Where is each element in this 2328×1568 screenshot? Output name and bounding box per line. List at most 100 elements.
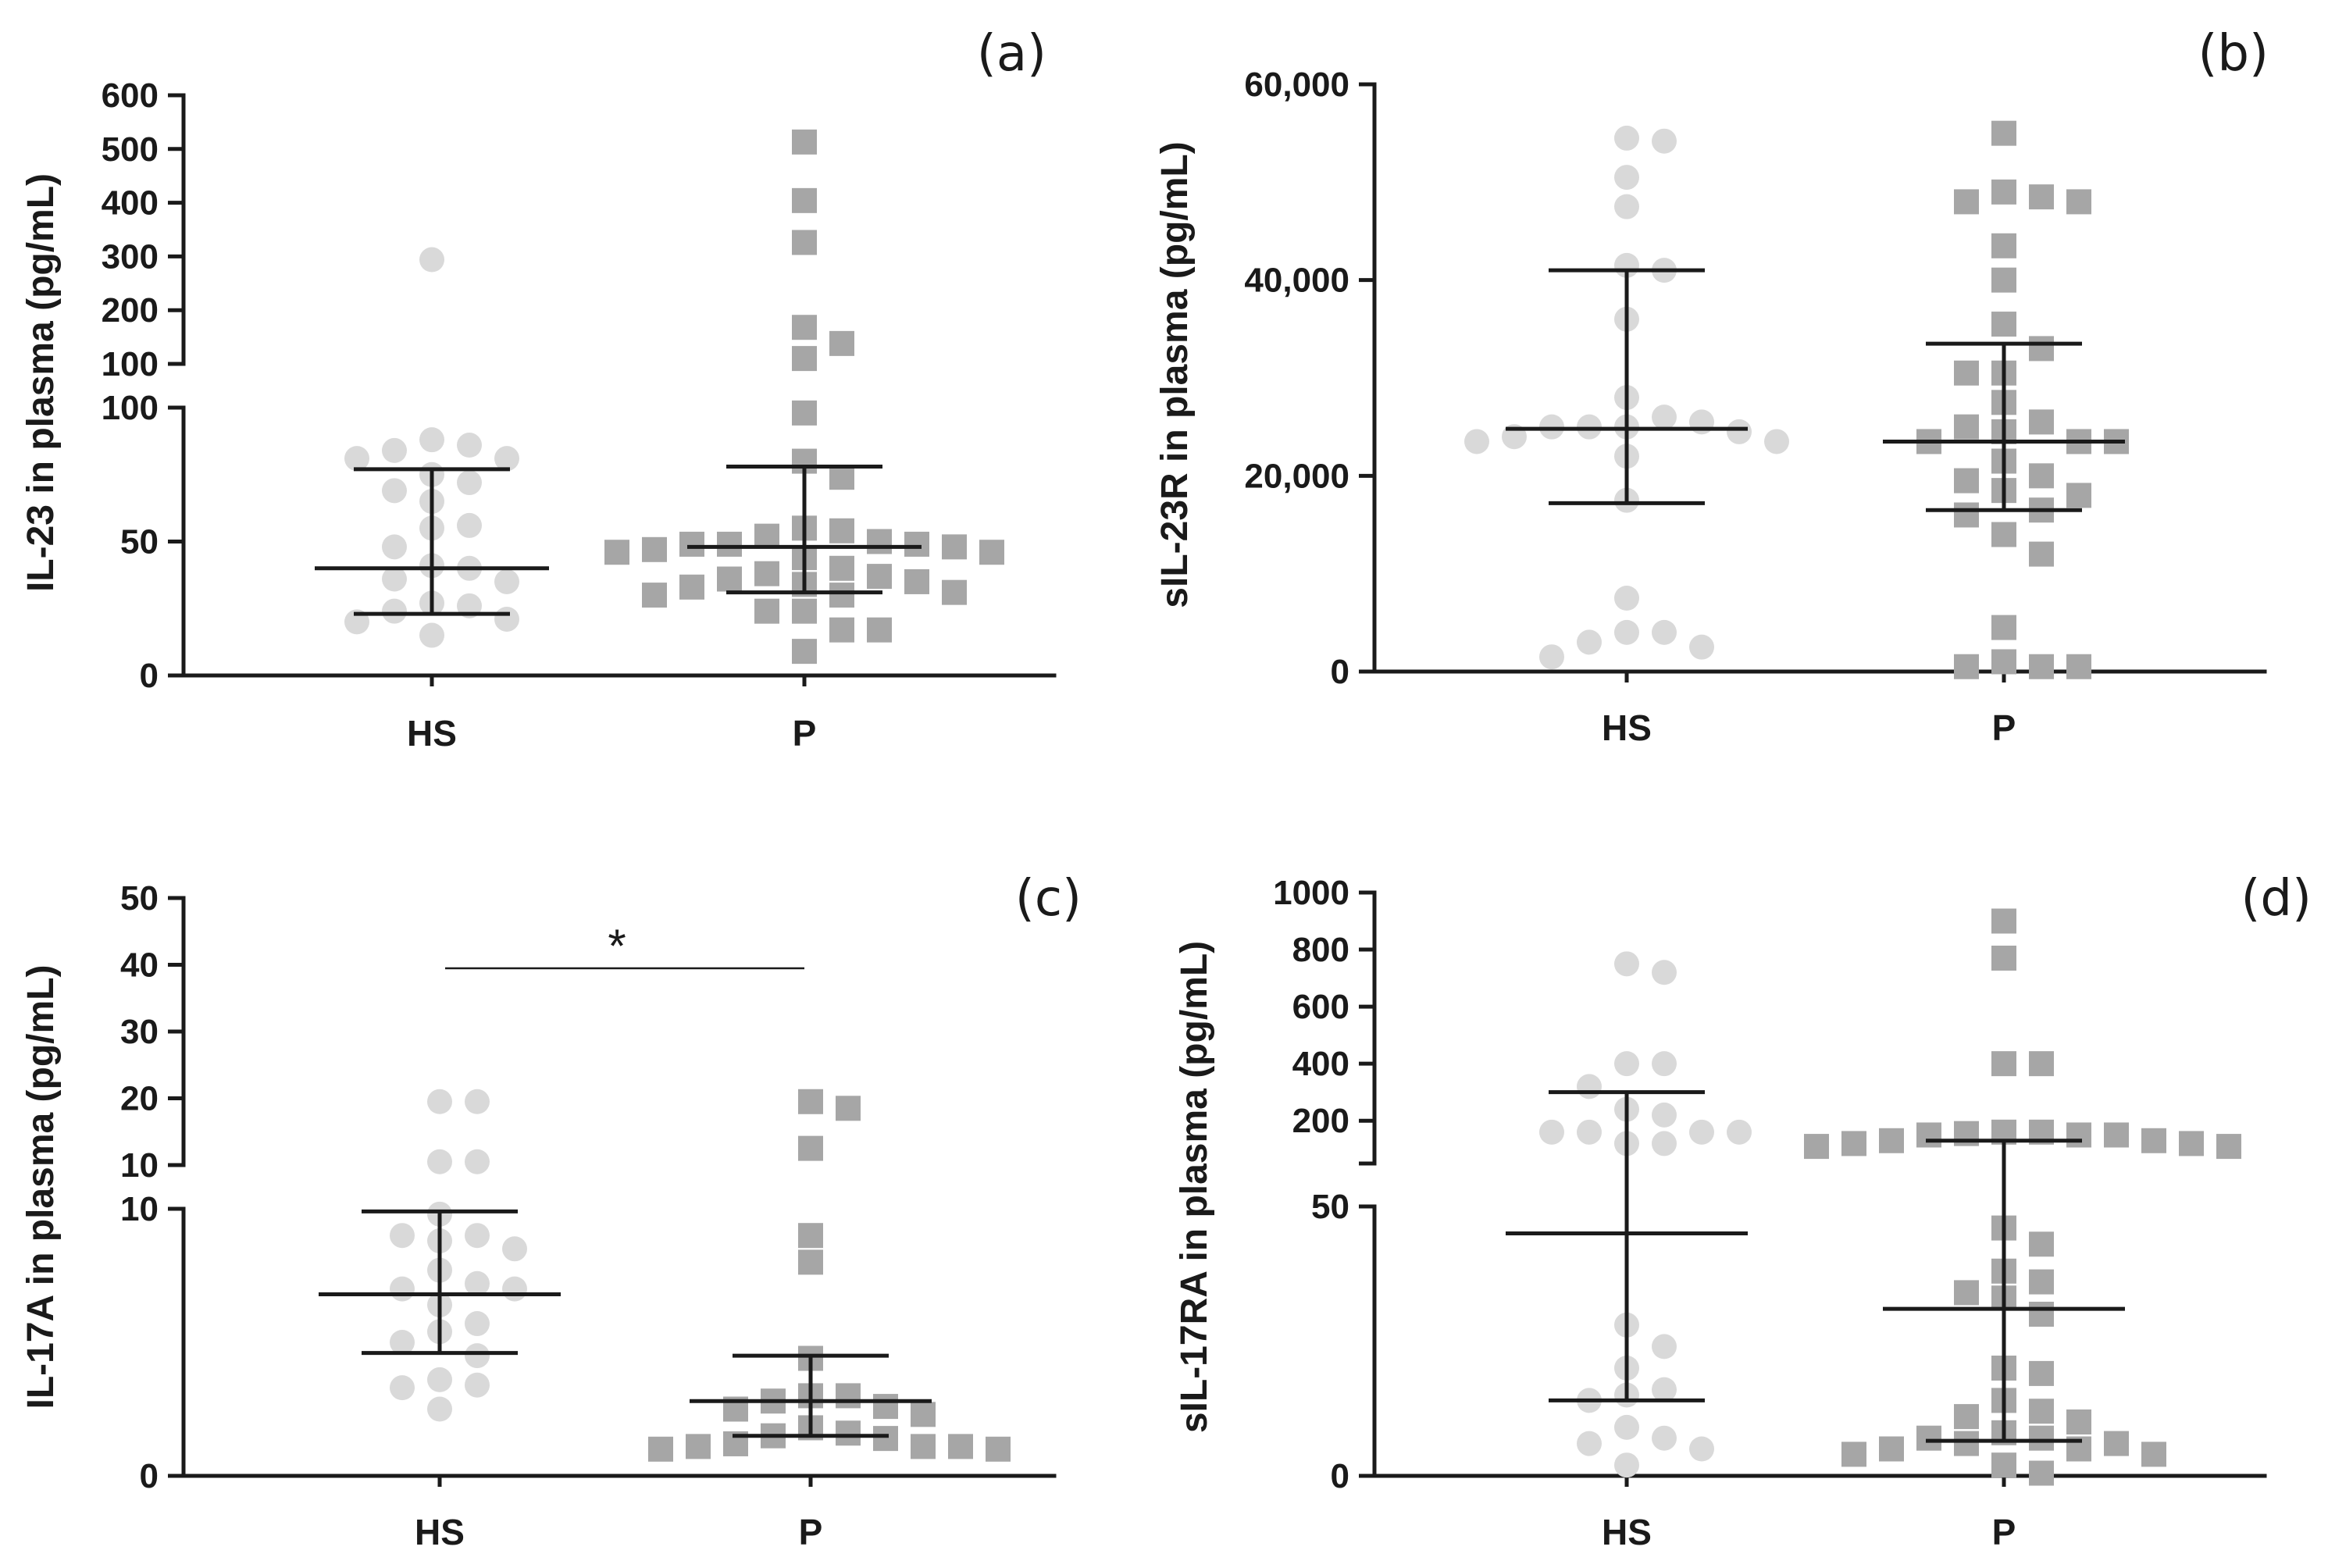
data-point-p	[1954, 468, 1979, 494]
data-point-hs	[1539, 644, 1564, 670]
data-point-p	[798, 1249, 823, 1275]
data-point-p	[2066, 654, 2091, 679]
y-tick-label: 0	[140, 1457, 159, 1495]
data-point-hs	[1727, 419, 1752, 444]
data-point-p	[792, 598, 817, 624]
data-point-p	[792, 230, 817, 255]
data-point-p	[2029, 409, 2054, 435]
y-tick-label: 300	[102, 237, 159, 276]
data-point-p	[2104, 1431, 2129, 1456]
y-tick-label: 0	[1331, 653, 1349, 691]
data-point-p	[792, 315, 817, 340]
data-point-p	[1991, 267, 2016, 293]
data-point-p	[792, 187, 817, 213]
data-point-hs	[1577, 414, 1602, 440]
data-point-hs	[1614, 194, 1639, 219]
data-point-p	[2029, 541, 2054, 567]
y-tick-label: 20	[120, 1080, 159, 1118]
y-tick-label: 30	[120, 1013, 159, 1051]
y-tick-label: 50	[120, 879, 159, 918]
data-point-hs	[457, 433, 482, 458]
data-point-p	[829, 465, 854, 490]
data-point-p	[798, 1089, 823, 1114]
data-point-p	[1954, 502, 1979, 528]
data-point-p	[798, 1135, 823, 1161]
y-tick-label: 10	[120, 1146, 159, 1185]
y-tick-label: 10	[120, 1190, 159, 1228]
data-point-hs	[419, 427, 444, 453]
data-point-p	[1841, 1131, 1866, 1156]
y-tick-label: 60,000	[1244, 66, 1349, 104]
data-point-hs	[1652, 128, 1677, 154]
data-point-p	[679, 531, 704, 557]
data-point-p	[2029, 1302, 2054, 1327]
chart-panel-d: sIL-17RA in plasma (pg/mL) (d) 0 50 200 400…	[1174, 870, 2312, 1552]
y-tick-label: 1000	[1273, 874, 1349, 912]
data-point-p	[1991, 179, 2016, 205]
data-point-p	[1954, 1431, 1979, 1456]
data-point-p	[2029, 1269, 2054, 1295]
x-tick-label-hs: HS	[1602, 707, 1652, 748]
data-point-hs	[1652, 1051, 1677, 1077]
data-point-p	[1954, 360, 1979, 386]
data-point-p	[1991, 908, 2016, 934]
data-point-p	[2066, 1122, 2091, 1148]
data-point-hs	[390, 1276, 415, 1302]
data-point-hs	[419, 622, 444, 648]
data-point-hs	[502, 1236, 527, 1262]
data-point-p	[2029, 336, 2054, 362]
data-point-hs	[494, 606, 519, 632]
data-point-p	[792, 639, 817, 665]
y-axis-label: sIL-23R in plasma (pg/mL)	[1154, 141, 1196, 608]
data-point-p	[1991, 233, 2016, 258]
data-point-p	[1841, 1441, 1866, 1467]
data-point-p	[2029, 463, 2054, 489]
data-point-p	[754, 561, 779, 586]
x-tick-label-p: P	[1992, 707, 2016, 748]
data-point-p	[904, 568, 929, 594]
data-point-hs	[390, 1223, 415, 1249]
data-point-p	[2029, 1051, 2054, 1077]
data-point-p	[1916, 1122, 1941, 1148]
data-point-p	[2104, 1122, 2129, 1148]
data-point-hs	[382, 566, 407, 592]
data-point-hs	[465, 1149, 490, 1174]
data-point-p	[873, 1426, 898, 1452]
data-point-p	[1954, 189, 1979, 215]
data-point-p	[829, 330, 854, 356]
data-point-hs	[427, 1367, 452, 1392]
y-tick-label: 50	[120, 523, 159, 561]
panel-label: (c)	[1015, 870, 1082, 928]
panel-label: (d)	[2241, 870, 2312, 928]
data-point-p	[2029, 1231, 2054, 1257]
data-point-hs	[1539, 1119, 1564, 1145]
data-point-hs	[344, 446, 369, 472]
data-point-hs	[382, 478, 407, 504]
data-point-p	[1991, 615, 2016, 640]
data-point-hs	[1689, 1119, 1714, 1145]
data-point-hs	[465, 1372, 490, 1398]
data-point-p	[867, 564, 892, 590]
data-point-p	[2066, 1409, 2091, 1434]
data-point-hs	[1652, 1131, 1677, 1156]
data-point-hs	[427, 1396, 452, 1422]
data-point-p	[1991, 1051, 2016, 1077]
data-point-p	[754, 523, 779, 549]
y-tick-label: 600	[102, 77, 159, 115]
data-point-hs	[1539, 414, 1564, 440]
y-tick-label: 100	[102, 345, 159, 383]
data-point-p	[792, 346, 817, 372]
y-tick-label: 400	[102, 184, 159, 223]
data-point-p	[1954, 654, 1979, 679]
data-point-hs	[465, 1223, 490, 1249]
data-point-p	[1991, 120, 2016, 146]
data-point-hs	[382, 534, 407, 560]
data-point-hs	[1577, 629, 1602, 655]
data-point-hs	[1689, 634, 1714, 660]
y-tick-label: 200	[102, 291, 159, 330]
data-point-hs	[419, 247, 444, 273]
data-point-p	[1879, 1128, 1904, 1153]
data-point-p	[836, 1420, 861, 1446]
data-point-p	[642, 536, 667, 562]
